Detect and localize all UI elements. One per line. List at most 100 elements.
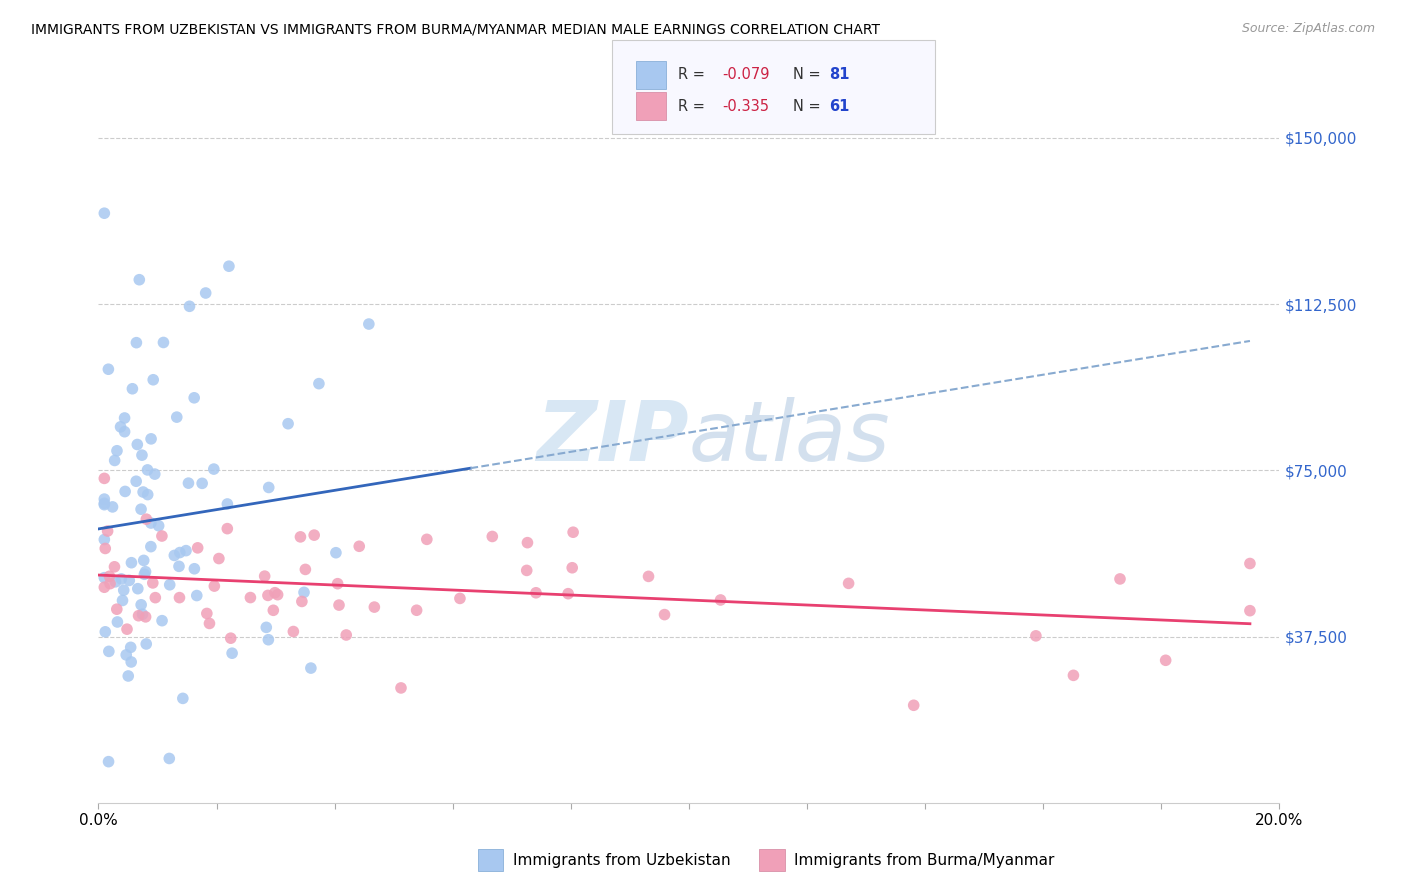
- Point: [93, 571, 115, 585]
- Point: [654, 607, 676, 622]
- Point: [169, 545, 191, 559]
- Point: [253, 569, 276, 583]
- Point: [217, 522, 239, 536]
- Point: [1239, 557, 1261, 571]
- Point: [110, 572, 132, 586]
- Point: [194, 285, 217, 300]
- Point: [524, 586, 547, 600]
- Point: [186, 589, 208, 603]
- Point: [112, 583, 135, 598]
- Point: [254, 620, 277, 634]
- Point: [283, 624, 305, 639]
- Point: [129, 502, 152, 516]
- Point: [349, 539, 371, 553]
- Point: [167, 559, 190, 574]
- Point: [93, 471, 115, 485]
- Text: R =: R =: [678, 68, 709, 82]
- Point: [291, 594, 314, 608]
- Point: [1109, 572, 1132, 586]
- Point: [128, 608, 150, 623]
- Point: [114, 411, 136, 425]
- Point: [97, 362, 120, 376]
- Point: [299, 661, 322, 675]
- Point: [114, 425, 136, 439]
- Point: [1154, 653, 1177, 667]
- Point: [111, 593, 134, 607]
- Point: [93, 206, 115, 220]
- Point: [128, 273, 150, 287]
- Point: [105, 602, 128, 616]
- Point: [129, 598, 152, 612]
- Point: [326, 576, 349, 591]
- Point: [1239, 604, 1261, 618]
- Point: [257, 632, 280, 647]
- Point: [516, 535, 538, 549]
- Point: [117, 669, 139, 683]
- Point: [136, 463, 159, 477]
- Point: [709, 593, 731, 607]
- Point: [405, 603, 427, 617]
- Text: Source: ZipAtlas.com: Source: ZipAtlas.com: [1241, 22, 1375, 36]
- Point: [219, 631, 242, 645]
- Point: [110, 420, 132, 434]
- Point: [127, 437, 149, 451]
- Point: [139, 540, 162, 554]
- Point: [357, 317, 380, 331]
- Point: [290, 530, 312, 544]
- Point: [135, 610, 157, 624]
- Point: [266, 588, 288, 602]
- Point: [449, 591, 471, 606]
- Point: [174, 543, 197, 558]
- Text: -0.335: -0.335: [723, 99, 769, 113]
- Point: [257, 588, 280, 602]
- Point: [135, 512, 157, 526]
- Text: N =: N =: [793, 99, 825, 113]
- Text: atlas: atlas: [689, 397, 890, 477]
- Point: [157, 751, 180, 765]
- Point: [143, 591, 166, 605]
- Point: [120, 655, 142, 669]
- Point: [325, 546, 347, 560]
- Text: IMMIGRANTS FROM UZBEKISTAN VS IMMIGRANTS FROM BURMA/MYANMAR MEDIAN MALE EARNINGS: IMMIGRANTS FROM UZBEKISTAN VS IMMIGRANTS…: [31, 22, 880, 37]
- Point: [292, 585, 315, 599]
- Point: [93, 496, 115, 510]
- Point: [125, 335, 148, 350]
- Text: R =: R =: [678, 99, 709, 113]
- Point: [101, 500, 124, 514]
- Point: [131, 607, 153, 622]
- Point: [114, 484, 136, 499]
- Text: -0.079: -0.079: [723, 68, 770, 82]
- Point: [93, 580, 115, 594]
- Point: [135, 565, 157, 579]
- Point: [142, 575, 165, 590]
- Point: [107, 615, 129, 629]
- Point: [104, 453, 127, 467]
- Point: [302, 528, 325, 542]
- Point: [139, 432, 162, 446]
- Text: 81: 81: [830, 68, 851, 82]
- Point: [198, 616, 221, 631]
- Point: [97, 755, 120, 769]
- Point: [335, 628, 357, 642]
- Point: [132, 553, 155, 567]
- Point: [191, 476, 214, 491]
- Point: [294, 562, 316, 576]
- Point: [202, 462, 225, 476]
- Point: [838, 576, 860, 591]
- Point: [98, 576, 121, 591]
- Point: [93, 533, 115, 547]
- Point: [221, 646, 243, 660]
- Point: [1025, 629, 1047, 643]
- Point: [1062, 668, 1084, 682]
- Point: [120, 556, 142, 570]
- Point: [97, 524, 120, 538]
- Point: [121, 382, 143, 396]
- Point: [105, 443, 128, 458]
- Point: [150, 614, 173, 628]
- Point: [637, 569, 659, 583]
- Point: [557, 587, 579, 601]
- Point: [163, 549, 186, 563]
- Point: [98, 569, 121, 583]
- Point: [93, 498, 115, 512]
- Point: [239, 591, 262, 605]
